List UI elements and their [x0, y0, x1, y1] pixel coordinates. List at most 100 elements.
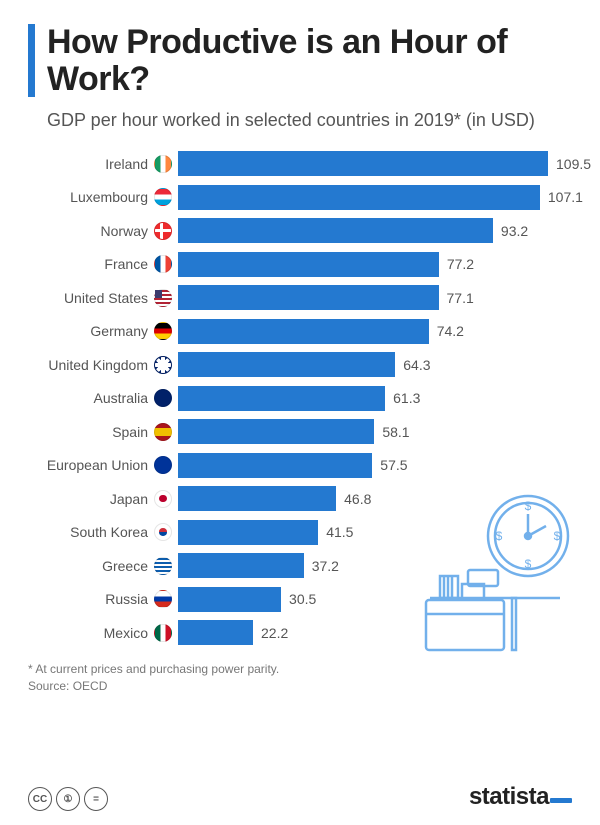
- flag-icon: [154, 322, 172, 340]
- bar-area: 22.2: [178, 620, 572, 645]
- bar-area: 61.3: [178, 386, 572, 411]
- bar-area: 58.1: [178, 419, 572, 444]
- country-label: Spain: [28, 424, 154, 440]
- flag-icon: [154, 456, 172, 474]
- bar-value: 77.1: [447, 290, 474, 306]
- bar: [178, 386, 385, 411]
- footnote-source: Source: OECD: [28, 678, 572, 695]
- country-label: France: [28, 256, 154, 272]
- by-badge: ①: [56, 787, 80, 811]
- bar-row: Australia 61.3: [28, 381, 572, 415]
- country-label: Japan: [28, 491, 154, 507]
- bar-value: 46.8: [344, 491, 371, 507]
- bar-area: 74.2: [178, 319, 572, 344]
- bar-area: 41.5: [178, 520, 572, 545]
- chart-title: How Productive is an Hour of Work?: [47, 24, 572, 97]
- bar-value: 30.5: [289, 591, 316, 607]
- bar-value: 22.2: [261, 625, 288, 641]
- bar: [178, 185, 540, 210]
- bar-row: Mexico 22.2: [28, 616, 572, 650]
- bar: [178, 587, 281, 612]
- bar: [178, 620, 253, 645]
- bar: [178, 285, 439, 310]
- bar-chart: Ireland109.5Luxembourg107.1 Norway 93.2 Fra…: [28, 147, 572, 650]
- bar-value: 61.3: [393, 390, 420, 406]
- country-label: Mexico: [28, 625, 154, 641]
- bar-row: South Korea 41.5: [28, 515, 572, 549]
- flag-icon: [154, 222, 172, 240]
- flag-icon: [154, 423, 172, 441]
- bar-value: 37.2: [312, 558, 339, 574]
- flag-icon: [154, 624, 172, 642]
- license-badges: CC ① =: [28, 787, 108, 811]
- bar-value: 74.2: [437, 323, 464, 339]
- bar-row: Luxembourg107.1: [28, 180, 572, 214]
- bar: [178, 252, 439, 277]
- bar: [178, 319, 429, 344]
- bar-value: 58.1: [382, 424, 409, 440]
- cc-badge: CC: [28, 787, 52, 811]
- country-label: Germany: [28, 323, 154, 339]
- country-label: United Kingdom: [28, 357, 154, 373]
- bar-area: 46.8: [178, 486, 572, 511]
- flag-icon: [154, 356, 172, 374]
- bar-value: 109.5: [556, 156, 591, 172]
- bar: [178, 151, 548, 176]
- footnote-definition: * At current prices and purchasing power…: [28, 661, 572, 678]
- flag-icon: [154, 188, 172, 206]
- flag-icon: [154, 590, 172, 608]
- bar-row: United States 77.1: [28, 281, 572, 315]
- brand-logo: statista: [469, 783, 572, 811]
- footnote: * At current prices and purchasing power…: [28, 661, 572, 695]
- country-label: South Korea: [28, 524, 154, 540]
- bar: [178, 486, 336, 511]
- title-block: How Productive is an Hour of Work?: [28, 24, 572, 97]
- flag-icon: [154, 523, 172, 541]
- bar: [178, 520, 318, 545]
- bar-row: Norway 93.2: [28, 214, 572, 248]
- bar: [178, 419, 374, 444]
- bar: [178, 453, 372, 478]
- bar: [178, 218, 493, 243]
- bar-area: 30.5: [178, 587, 572, 612]
- bar-row: Japan 46.8: [28, 482, 572, 516]
- brand-accent: [550, 798, 572, 803]
- bar-value: 107.1: [548, 189, 583, 205]
- country-label: Ireland: [28, 156, 154, 172]
- flag-icon: [154, 289, 172, 307]
- bar-area: 64.3: [178, 352, 572, 377]
- country-label: Australia: [28, 390, 154, 406]
- flag-icon: [154, 155, 172, 173]
- bar: [178, 352, 395, 377]
- flag-icon: [154, 389, 172, 407]
- country-label: United States: [28, 290, 154, 306]
- bar-area: 77.2: [178, 252, 572, 277]
- bar-area: 77.1: [178, 285, 572, 310]
- bar-row: France 77.2: [28, 247, 572, 281]
- flag-icon: [154, 255, 172, 273]
- bar-row: Germany 74.2: [28, 314, 572, 348]
- nd-badge: =: [84, 787, 108, 811]
- bar-area: 37.2: [178, 553, 572, 578]
- country-label: Luxembourg: [28, 189, 154, 205]
- country-label: Norway: [28, 223, 154, 239]
- bar-value: 41.5: [326, 524, 353, 540]
- chart-subtitle: GDP per hour worked in selected countrie…: [47, 109, 572, 132]
- bar-value: 93.2: [501, 223, 528, 239]
- bar-row: Russia 30.5: [28, 582, 572, 616]
- bar-row: Greece 37.2: [28, 549, 572, 583]
- country-label: Russia: [28, 591, 154, 607]
- bar-area: 93.2: [178, 218, 572, 243]
- footer: CC ① = statista: [28, 783, 572, 811]
- bar-row: European Union 57.5: [28, 448, 572, 482]
- title-accent-bar: [28, 24, 35, 97]
- country-label: European Union: [28, 457, 154, 473]
- brand-text: statista: [469, 783, 549, 810]
- flag-icon: [154, 557, 172, 575]
- bar-area: 57.5: [178, 453, 572, 478]
- country-label: Greece: [28, 558, 154, 574]
- bar-value: 77.2: [447, 256, 474, 272]
- bar-row: Ireland109.5: [28, 147, 572, 181]
- bar-area: 107.1: [178, 185, 583, 210]
- flag-icon: [154, 490, 172, 508]
